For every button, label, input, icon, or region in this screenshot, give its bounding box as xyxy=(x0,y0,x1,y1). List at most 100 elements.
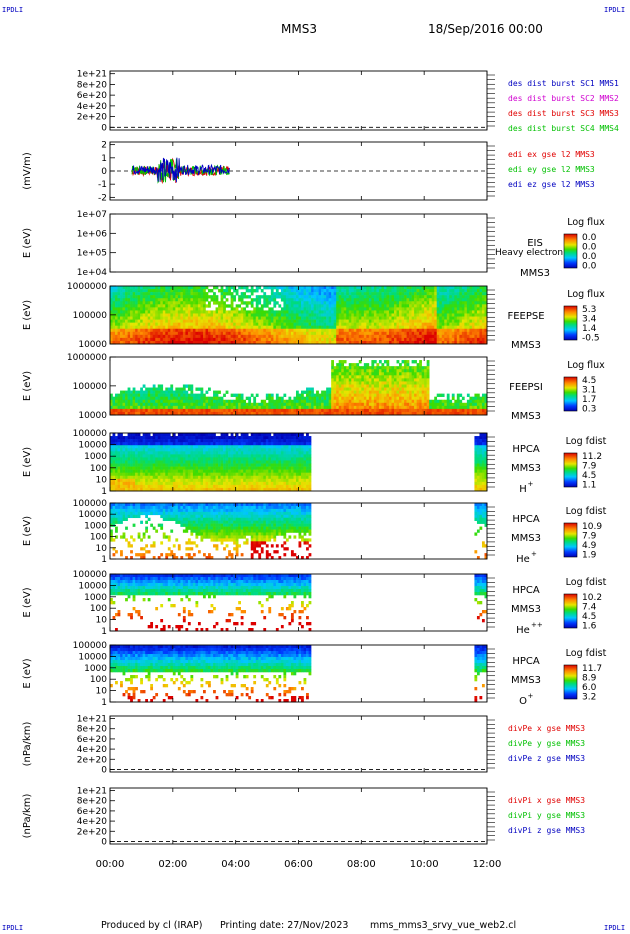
spectrogram-cell xyxy=(288,325,292,330)
spectrogram-cell xyxy=(368,319,372,323)
spectrogram-cell xyxy=(125,331,128,336)
spectrogram-cell xyxy=(301,340,304,345)
spectrogram-cell xyxy=(366,298,370,302)
spectrogram-cell xyxy=(255,393,259,397)
spectrogram-cell xyxy=(218,337,221,342)
spectrogram-cell xyxy=(175,316,179,320)
spectrogram-cell xyxy=(117,451,121,455)
spectrogram-cell xyxy=(318,402,322,407)
spectrogram-cell xyxy=(381,334,385,339)
spectrogram-cell xyxy=(341,360,345,364)
y-axis-label: E (eV) xyxy=(22,300,33,330)
spectrogram-cell xyxy=(195,307,199,311)
spectrogram-cell xyxy=(414,319,417,323)
spectrogram-cell xyxy=(112,484,116,489)
spectrogram-cell xyxy=(230,334,234,339)
spectrogram-cell xyxy=(140,439,143,443)
spectrogram-cell xyxy=(383,310,387,314)
spectrogram-cell xyxy=(185,310,189,314)
spectrogram-cell xyxy=(127,310,131,314)
spectrogram-cell xyxy=(439,402,443,407)
spectrogram-cell xyxy=(215,405,219,410)
spectrogram-cell xyxy=(205,340,209,345)
spectrogram-cell xyxy=(290,340,294,345)
spectrogram-cell xyxy=(260,304,264,308)
spectrogram-cell xyxy=(421,396,425,401)
spectrogram-cell xyxy=(135,457,138,461)
spectrogram-cell xyxy=(172,466,176,470)
spectrogram-cell xyxy=(331,337,334,342)
spectrogram-cell xyxy=(175,484,179,489)
spectrogram-cell xyxy=(255,289,259,293)
spectrogram-cell xyxy=(215,411,219,416)
spectrogram-cell xyxy=(175,292,179,296)
spectrogram-cell xyxy=(421,381,425,385)
spectrogram-cell xyxy=(356,381,360,385)
spectrogram-cell xyxy=(152,301,156,305)
spectrogram-cell xyxy=(185,405,189,410)
spectrogram-cell xyxy=(358,396,362,401)
spectrogram-cell xyxy=(190,319,194,323)
colorbar-tick-label: 0.0 xyxy=(582,243,597,253)
spectrogram-cell xyxy=(419,378,422,382)
spectrogram-cell xyxy=(301,402,304,407)
spectrogram-cell xyxy=(170,478,174,483)
spectrogram-cell xyxy=(180,399,184,404)
spectrogram-cell xyxy=(132,313,136,317)
spectrogram-cell xyxy=(285,325,289,330)
spectrogram-cell xyxy=(110,466,113,470)
spectrogram-cell xyxy=(404,360,407,364)
spectrogram-cell xyxy=(112,442,116,446)
spectrogram-cell xyxy=(348,307,352,311)
spectrogram-cell xyxy=(431,313,435,317)
spectrogram-cell xyxy=(336,325,340,330)
spectrogram-cell xyxy=(230,402,234,407)
spectrogram-cell xyxy=(167,478,171,483)
spectrogram-cell xyxy=(341,405,345,410)
spectrogram-cell xyxy=(456,310,460,314)
spectrogram-cell xyxy=(388,372,392,376)
spectrogram-cell xyxy=(270,310,274,314)
spectrogram-cell xyxy=(167,472,171,477)
spectrogram-cell xyxy=(444,399,448,404)
spectrogram-cell xyxy=(250,313,254,317)
spectrogram-cell xyxy=(346,393,350,397)
spectrogram-cell xyxy=(421,375,425,379)
spectrogram-cell xyxy=(240,396,244,401)
spectrogram-cell xyxy=(147,390,151,394)
spectrogram-cell xyxy=(145,454,148,458)
spectrogram-cell xyxy=(170,408,174,413)
spectrogram-cell xyxy=(200,328,204,333)
spectrogram-cell xyxy=(160,433,164,437)
spectrogram-cell xyxy=(187,384,191,388)
spectrogram-cell xyxy=(414,402,417,407)
spectrogram-cell xyxy=(348,331,352,336)
spectrogram-cell xyxy=(215,396,219,401)
spectrogram-cell xyxy=(383,301,387,305)
spectrogram-cell xyxy=(331,304,334,308)
spectrogram-cell xyxy=(145,393,148,397)
spectrogram-cell xyxy=(409,331,412,336)
spectrogram-cell xyxy=(484,313,488,317)
spectrogram-cell xyxy=(351,381,355,385)
spectrogram-cell xyxy=(270,402,274,407)
spectrogram-cell xyxy=(172,433,176,437)
spectrogram-cell xyxy=(135,408,138,413)
spectrogram-cell xyxy=(205,304,209,308)
spectrogram-cell xyxy=(280,411,284,416)
spectrogram-cell xyxy=(122,478,126,483)
spectrogram-cell xyxy=(135,451,138,455)
spectrogram-cell xyxy=(280,399,284,404)
spectrogram-cell xyxy=(132,481,136,486)
spectrogram-cell xyxy=(115,316,118,320)
spectrogram-cell xyxy=(368,378,372,382)
spectrogram-cell xyxy=(135,402,138,407)
spectrogram-cell xyxy=(137,393,141,397)
spectrogram-cell xyxy=(147,451,151,455)
spectrogram-cell xyxy=(311,328,314,333)
spectrogram-cell xyxy=(233,411,236,416)
spectrogram-cell xyxy=(223,304,226,308)
spectrogram-cell xyxy=(471,402,475,407)
spectrogram-cell xyxy=(346,399,350,404)
spectrogram-cell xyxy=(245,310,249,314)
